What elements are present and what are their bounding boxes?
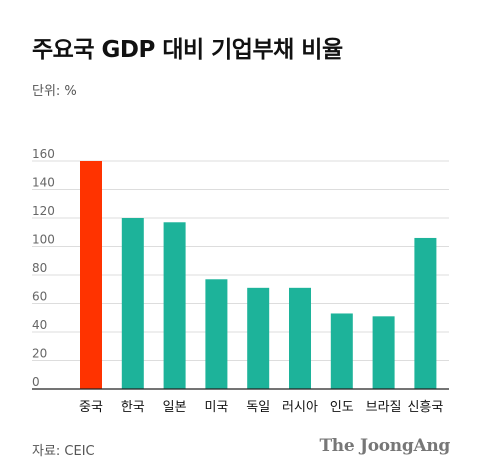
x-tick-label: 한국 [121, 400, 145, 415]
y-tick-label: 100 [32, 233, 55, 247]
x-tick-label: 인도 [330, 400, 354, 415]
bar-5 [289, 287, 311, 389]
y-tick-label: 80 [32, 261, 47, 275]
bar-2 [163, 222, 186, 389]
y-tick-label: 20 [32, 347, 47, 361]
y-tick-label: 40 [32, 318, 47, 332]
unit-label: 단위: % [32, 84, 77, 99]
bar-6 [330, 313, 353, 389]
x-tick-labels: 중국 한국 일본 미국 독일 러시아 인도 브라질 신흥국 [79, 400, 443, 415]
bar-7 [372, 316, 395, 389]
y-tick-label: 60 [32, 290, 47, 304]
publisher-logo: The JoongAng [319, 436, 450, 456]
x-tick-label: 브라질 [366, 400, 402, 415]
x-tick-label: 미국 [204, 400, 228, 415]
bar-3 [205, 279, 228, 389]
y-tick-labels: 0 20 40 60 80 100 120 140 160 [32, 147, 55, 389]
y-tick-label: 0 [32, 375, 40, 389]
bars [80, 161, 437, 389]
bar-4 [247, 287, 270, 389]
bar-1 [121, 218, 144, 389]
y-tick-label: 120 [32, 204, 55, 218]
source-label: 자료: CEIC [32, 444, 95, 459]
bar-8 [414, 237, 437, 389]
x-tick-label: 독일 [246, 400, 270, 415]
y-tick-label: 140 [32, 176, 55, 190]
x-tick-label: 신흥국 [407, 400, 443, 415]
chart-title: 주요국 GDP 대비 기업부채 비율 [32, 37, 343, 63]
y-tick-label: 160 [32, 147, 55, 161]
x-tick-label: 중국 [79, 400, 103, 415]
bar-0 [80, 161, 102, 389]
x-tick-label: 일본 [163, 400, 187, 415]
x-tick-label: 러시아 [282, 400, 318, 415]
